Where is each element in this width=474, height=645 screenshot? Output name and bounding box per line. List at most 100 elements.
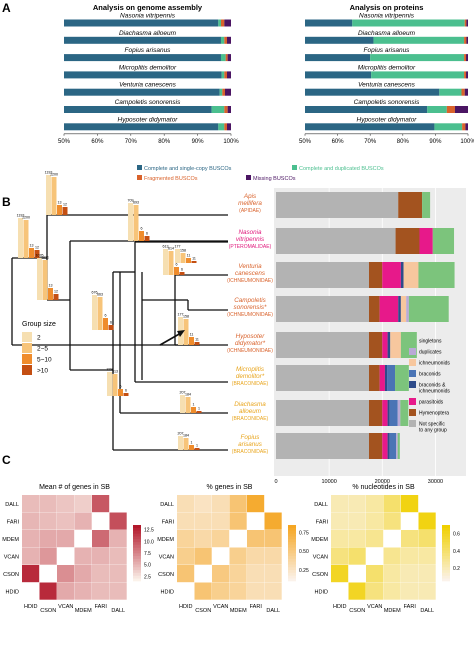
heatmap-cell	[366, 547, 384, 565]
orthology-bar-segment	[379, 365, 385, 391]
heatmap-cell	[109, 512, 127, 530]
arrow-shaft	[159, 332, 182, 346]
heatmap-cell	[109, 530, 127, 548]
group-size-bar	[183, 438, 189, 450]
colorbar-tick: 0.4	[453, 549, 460, 555]
group-size-value: 6	[125, 389, 127, 393]
group-size-bar	[180, 395, 185, 413]
legend-swatch	[409, 348, 416, 355]
busco-bar-segment	[464, 54, 467, 62]
group-size-value: 313	[112, 370, 118, 374]
taxon-species: sonorensis*	[234, 304, 267, 311]
legend-label: ichneumonids	[419, 389, 450, 395]
heatmap-cell	[264, 565, 282, 583]
heatmap-cell	[92, 530, 110, 548]
taxon-genus: Microplitis	[236, 366, 265, 373]
heatmap-cell	[57, 565, 75, 583]
colorbar-tick: 5.0	[144, 563, 151, 569]
colorbar-tick: 2.5	[144, 574, 151, 580]
group-size-bar	[144, 236, 150, 241]
heatmap-cell	[264, 530, 282, 548]
heatmap-cell	[229, 565, 247, 583]
species-label: Microplitis demolitor	[119, 64, 177, 71]
x-tick-label: 80%	[397, 139, 410, 145]
colorbar-step	[133, 541, 141, 545]
heatmap-cell	[229, 547, 247, 565]
legend-label: singletons	[419, 339, 442, 345]
colorbar-step	[442, 550, 450, 554]
legend-label: braconids &	[419, 383, 446, 389]
panel-label-c: C	[2, 453, 11, 467]
colorbar-tick: 0.2	[453, 566, 460, 572]
group-size-title: Group size	[22, 321, 56, 328]
species-label: Hyposoter didymator	[118, 116, 179, 123]
busco-bar-segment	[221, 71, 225, 79]
group-size-value: 1035	[36, 254, 44, 258]
col-label: CSON	[40, 608, 56, 614]
heatmap-cell	[418, 565, 436, 583]
colorbar-step	[442, 567, 450, 571]
group-size-bar	[191, 261, 197, 263]
colorbar-step	[442, 539, 450, 543]
orthology-bar-segment	[395, 365, 409, 391]
colorbar-step	[288, 536, 296, 540]
colorbar-step	[288, 561, 296, 565]
species-label: Nasonia vitripennis	[359, 13, 415, 20]
colorbar-step	[133, 533, 141, 537]
busco-bar-segment	[218, 123, 225, 131]
group-size-value: 329	[107, 368, 113, 372]
orthology-bar-segment	[276, 332, 369, 358]
group-size-value: 12	[63, 203, 67, 207]
heatmap-cell	[212, 495, 230, 513]
heatmap-cell	[22, 565, 40, 583]
heatmap-cell	[383, 565, 401, 583]
heatmap-cell	[366, 565, 384, 583]
colorbar-step	[133, 575, 141, 579]
busco-bar-segment	[219, 88, 223, 96]
orthology-bar-segment	[418, 262, 455, 288]
taxon-family: (ICHNEUMONIDAE)	[227, 278, 273, 284]
busco-bar-segment	[439, 88, 462, 96]
arrow-head	[177, 330, 185, 337]
group-size-value: 177	[178, 313, 184, 317]
group-size-bar	[189, 337, 194, 345]
legend-label: Not specific	[419, 422, 445, 428]
row-label: HDID	[315, 589, 328, 595]
orthology-bar-segment	[419, 228, 433, 254]
group-size-bar	[183, 319, 189, 345]
heatmap-cell	[383, 582, 401, 600]
heatmap-cell	[92, 495, 110, 513]
x-tick-label: 90%	[192, 139, 205, 145]
legend-label: braconids	[419, 372, 441, 378]
orthology-bar-segment	[403, 262, 419, 288]
row-label: CSON	[3, 572, 19, 578]
heatmap-cell	[331, 582, 349, 600]
group-size-value: 158	[183, 315, 189, 319]
colorbar-step	[442, 553, 450, 557]
heatmap-cell	[348, 512, 366, 530]
orthology-bar-segment	[400, 296, 407, 322]
orthology-bar-segment	[397, 433, 400, 459]
colorbar-step	[288, 569, 296, 573]
colorbar-step	[442, 527, 450, 531]
heatmap-cell	[39, 512, 57, 530]
colorbar-tick: 0.25	[299, 568, 309, 574]
heatmap-cell	[418, 547, 436, 565]
heatmap-cell	[39, 582, 57, 600]
taxon-family: (BRACONIDAE)	[232, 381, 269, 387]
heatmap-cell	[74, 547, 92, 565]
colorbar-step	[288, 572, 296, 576]
heatmap-cell	[57, 530, 75, 548]
colorbar-step	[133, 572, 141, 576]
busco-bar-segment	[305, 88, 440, 96]
group-size-value: 1193	[17, 214, 25, 218]
species-label: Nasonia vitripennis	[120, 13, 176, 20]
orthology-bar-segment	[389, 433, 397, 459]
orthology-bar-segment	[387, 365, 396, 391]
orthology-bar-segment	[422, 192, 431, 218]
taxon-genus: Hyposoter	[236, 333, 266, 340]
heatmap-cell	[109, 495, 127, 513]
heatmap-cell	[22, 582, 40, 600]
heatmap-cell	[383, 512, 401, 530]
